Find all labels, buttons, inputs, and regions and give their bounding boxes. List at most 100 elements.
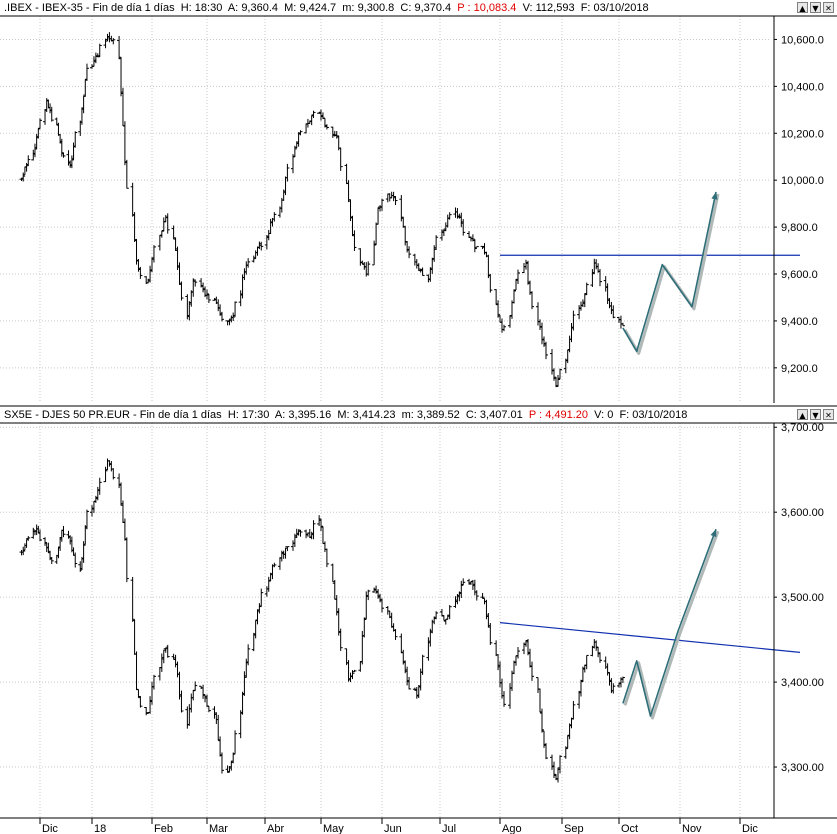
price-bar — [244, 658, 249, 678]
price-bar — [336, 135, 341, 151]
price-bar — [107, 32, 112, 43]
price-bar — [95, 53, 100, 58]
price-bar — [338, 628, 343, 651]
price-bar — [544, 341, 548, 360]
price-bar — [617, 682, 621, 688]
price-bar — [266, 229, 271, 241]
price-bar — [592, 258, 597, 275]
price-bar — [514, 655, 518, 666]
price-bar — [122, 121, 127, 166]
price-bar — [285, 163, 290, 182]
price-bar — [344, 163, 349, 185]
price-bar — [453, 207, 458, 218]
price-bar — [111, 468, 116, 480]
price-bar — [372, 587, 377, 593]
ibex-grid — [0, 16, 770, 403]
price-bar — [257, 603, 262, 614]
x-tick-label: Jul — [442, 823, 456, 834]
price-bar — [173, 237, 178, 251]
price-bar — [334, 595, 339, 616]
price-bar — [322, 541, 327, 553]
pane-close-button[interactable]: ✕ — [823, 2, 834, 13]
price-bar — [540, 708, 544, 733]
pane-down-button[interactable]: ▼ — [810, 2, 821, 13]
price-bar — [291, 154, 295, 174]
price-bar — [556, 374, 560, 387]
price-bar — [418, 668, 423, 691]
price-bar — [455, 208, 460, 219]
ibex-price-bars — [19, 32, 625, 388]
price-bar — [391, 191, 396, 202]
x-tick-label: Abr — [267, 823, 284, 834]
price-bar — [229, 315, 234, 323]
pane-up-button[interactable]: ▲ — [797, 2, 808, 13]
price-bar — [405, 241, 410, 253]
price-bar — [380, 198, 384, 211]
price-bar — [49, 106, 54, 122]
price-bar — [46, 542, 51, 554]
price-bar — [416, 685, 421, 699]
price-bar — [157, 235, 162, 251]
price-bar — [120, 500, 125, 524]
price-bar — [134, 238, 139, 265]
price-bar — [43, 537, 48, 546]
pane-down-button[interactable]: ▼ — [810, 409, 821, 420]
y-tick-label: 9,200.0 — [781, 363, 818, 375]
price-bar — [530, 291, 534, 310]
price-bar — [233, 730, 238, 755]
header-m-value: 9,424.7 — [299, 2, 337, 14]
price-bar — [296, 132, 301, 147]
price-bar — [305, 532, 310, 537]
price-bar — [317, 111, 322, 114]
price-bar — [474, 590, 479, 601]
sx5e-overlays — [499, 528, 801, 720]
price-bar — [268, 572, 273, 582]
price-bar — [69, 155, 74, 169]
price-bar — [508, 315, 512, 328]
price-bar — [338, 147, 343, 171]
price-bar — [605, 663, 610, 676]
price-bar — [219, 752, 224, 774]
price-bar — [536, 677, 540, 694]
price-bar — [484, 599, 489, 620]
header-v-value: 0 — [607, 409, 614, 421]
price-bar — [434, 611, 439, 620]
price-bar — [516, 269, 520, 285]
price-bar — [582, 293, 587, 308]
price-bar — [524, 640, 528, 647]
price-bar — [225, 765, 230, 773]
price-bar — [447, 212, 452, 220]
price-bar — [474, 246, 479, 248]
price-bar — [468, 581, 473, 585]
price-bar — [246, 644, 251, 666]
price-bar — [594, 640, 599, 651]
price-bar — [569, 322, 574, 343]
projection-shadow — [623, 530, 720, 720]
price-bar — [322, 117, 327, 128]
price-bar — [214, 296, 219, 305]
price-bar — [240, 691, 245, 715]
price-bar — [193, 681, 198, 692]
price-bar — [109, 35, 114, 42]
price-bar — [360, 630, 365, 665]
price-bar — [526, 260, 530, 285]
price-bar — [407, 246, 412, 259]
price-bar — [191, 278, 196, 297]
price-bar — [193, 279, 198, 287]
price-bar — [69, 536, 74, 553]
price-bar — [334, 131, 339, 139]
price-bar — [542, 336, 546, 347]
ibex-overlays — [500, 191, 800, 355]
price-bar — [567, 335, 572, 353]
pane-close-button[interactable]: ✕ — [823, 409, 834, 420]
pane-up-button[interactable]: ▲ — [797, 409, 808, 420]
price-bar — [618, 677, 623, 688]
price-bar — [138, 695, 143, 708]
price-bar — [439, 229, 444, 241]
price-bar — [498, 661, 502, 688]
price-bar — [461, 219, 466, 236]
pane-frames — [0, 15, 837, 424]
price-bar — [565, 349, 570, 364]
price-bar — [161, 217, 166, 232]
price-bar — [536, 302, 540, 326]
